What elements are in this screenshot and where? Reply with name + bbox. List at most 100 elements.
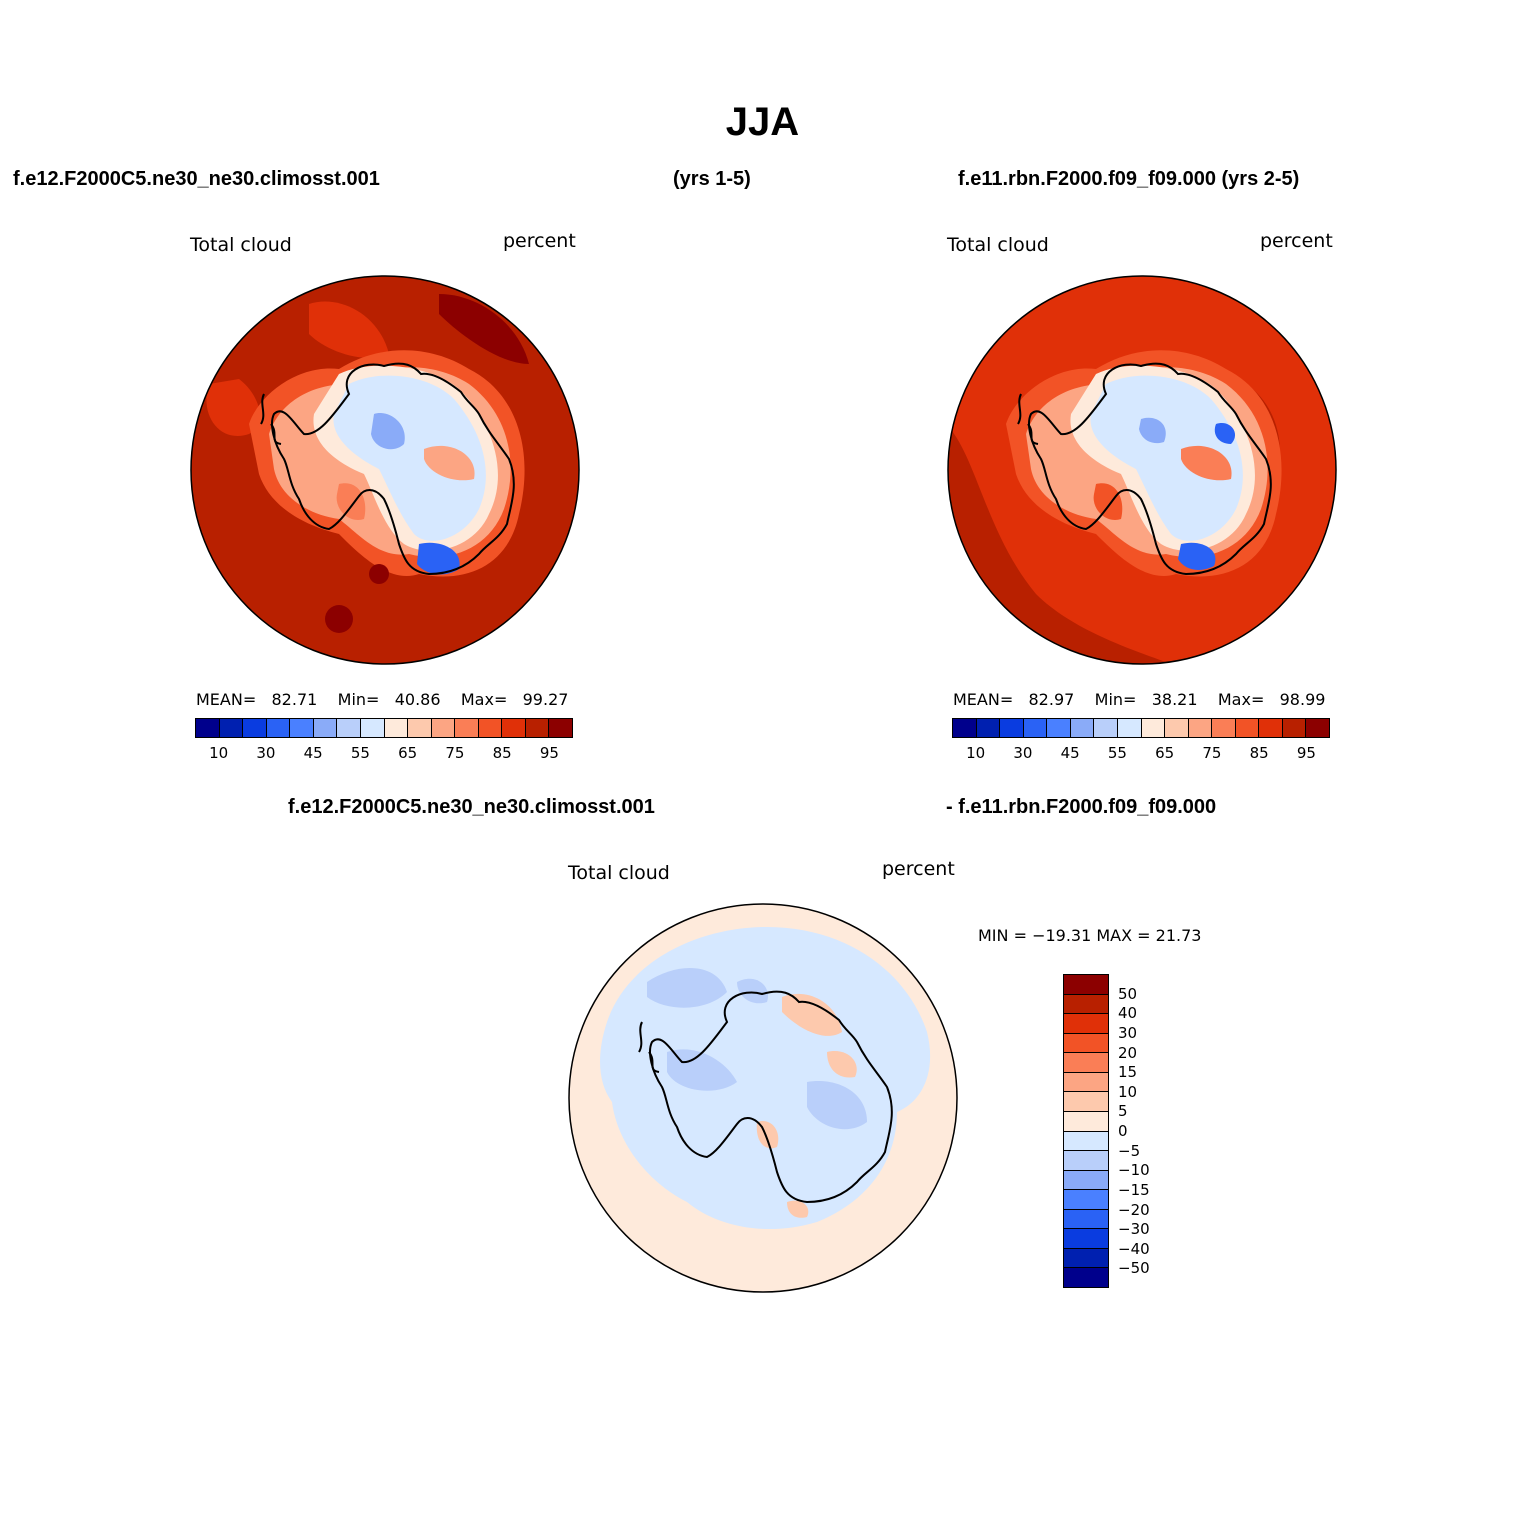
colorbar-tick-label: −50 bbox=[1118, 1259, 1150, 1278]
colorbar-swatch bbox=[1064, 1131, 1108, 1152]
colorbar-tick-label: 20 bbox=[1118, 1043, 1138, 1062]
colorbar-swatch bbox=[525, 719, 550, 737]
colorbar-tick-label: 85 bbox=[1249, 744, 1269, 762]
colorbar-tick-label: 55 bbox=[1107, 744, 1127, 762]
diff-minmax: MIN = −19.31 MAX = 21.73 bbox=[978, 926, 1202, 945]
panel1-min: 40.86 bbox=[394, 690, 441, 709]
colorbar-swatch bbox=[313, 719, 338, 737]
panel2-variable: Total cloud bbox=[947, 234, 1049, 256]
panel1-mean-label: MEAN= bbox=[196, 690, 257, 709]
colorbar-swatch bbox=[1306, 719, 1329, 737]
colorbar-tick-label: −5 bbox=[1118, 1141, 1141, 1160]
colorbar-tick-label: 75 bbox=[1202, 744, 1222, 762]
panel1-units: percent bbox=[503, 230, 576, 252]
colorbar-swatch bbox=[1064, 1014, 1108, 1034]
case2-name-years: f.e11.rbn.F2000.f09_f09.000 (yrs 2-5) bbox=[958, 168, 1300, 190]
colorbar-tick-label: 10 bbox=[209, 744, 229, 762]
colorbar-tick-label: −40 bbox=[1118, 1239, 1150, 1258]
case1-years: (yrs 1-5) bbox=[673, 168, 751, 190]
colorbar-swatch bbox=[384, 719, 409, 737]
colorbar-swatch bbox=[243, 719, 267, 737]
colorbar-swatch bbox=[953, 719, 977, 737]
colorbar-tick-label: 45 bbox=[1060, 744, 1080, 762]
colorbar-tick-label: 45 bbox=[303, 744, 323, 762]
panel2-colorbar bbox=[952, 718, 1330, 738]
colorbar-tick-label: 65 bbox=[398, 744, 418, 762]
panel1-colorbar bbox=[195, 718, 573, 738]
colorbar-swatch bbox=[196, 719, 220, 737]
panel1-map bbox=[190, 275, 580, 665]
diff-case2-name: - f.e11.rbn.F2000.f09_f09.000 bbox=[946, 796, 1217, 818]
colorbar-tick-label: 55 bbox=[350, 744, 370, 762]
colorbar-swatch bbox=[1064, 1072, 1108, 1093]
colorbar-swatch bbox=[478, 719, 503, 737]
colorbar-swatch bbox=[1023, 719, 1048, 737]
panel2-map bbox=[947, 275, 1337, 665]
colorbar-swatch bbox=[266, 719, 291, 737]
colorbar-tick-label: 95 bbox=[539, 744, 559, 762]
colorbar-swatch bbox=[290, 719, 314, 737]
colorbar-swatch bbox=[1188, 719, 1213, 737]
panel1-mean: 82.71 bbox=[271, 690, 318, 709]
panel2-mean-label: MEAN= bbox=[953, 690, 1014, 709]
panel1-min-label: Min= bbox=[337, 690, 380, 709]
panel1-stats: MEAN= 82.71 Min= 40.86 Max= 99.27 bbox=[196, 690, 568, 709]
colorbar-swatch bbox=[1282, 719, 1307, 737]
colorbar-swatch bbox=[502, 719, 526, 737]
panel2-min-label: Min= bbox=[1094, 690, 1137, 709]
panel1-variable: Total cloud bbox=[190, 234, 292, 256]
panel2-mean: 82.97 bbox=[1028, 690, 1075, 709]
panel2-min: 38.21 bbox=[1151, 690, 1198, 709]
colorbar-tick-label: −20 bbox=[1118, 1200, 1150, 1219]
diff-variable: Total cloud bbox=[568, 862, 670, 884]
colorbar-tick-label: 85 bbox=[492, 744, 512, 762]
colorbar-swatch bbox=[1064, 1209, 1108, 1230]
diff-case1-name: f.e12.F2000C5.ne30_ne30.climosst.001 bbox=[288, 796, 655, 818]
colorbar-swatch bbox=[1141, 719, 1166, 737]
colorbar-swatch bbox=[1064, 975, 1108, 995]
colorbar-tick-label: 30 bbox=[256, 744, 276, 762]
colorbar-swatch bbox=[455, 719, 479, 737]
panel2-max: 98.99 bbox=[1279, 690, 1326, 709]
colorbar-tick-label: 95 bbox=[1296, 744, 1316, 762]
colorbar-swatch bbox=[1070, 719, 1095, 737]
figure-title: JJA bbox=[725, 100, 800, 144]
colorbar-swatch bbox=[1000, 719, 1024, 737]
colorbar-tick-label: 15 bbox=[1118, 1063, 1138, 1082]
colorbar-tick-label: 10 bbox=[966, 744, 986, 762]
case1-name: f.e12.F2000C5.ne30_ne30.climosst.001 bbox=[13, 168, 380, 190]
colorbar-swatch bbox=[1064, 994, 1108, 1015]
colorbar-swatch bbox=[1117, 719, 1142, 737]
colorbar-swatch bbox=[1064, 1111, 1108, 1132]
colorbar-tick-label: 5 bbox=[1118, 1102, 1128, 1121]
colorbar-swatch bbox=[337, 719, 361, 737]
colorbar-swatch bbox=[1212, 719, 1236, 737]
panel1-max-label: Max= bbox=[460, 690, 508, 709]
diff-map bbox=[568, 903, 958, 1293]
colorbar-swatch bbox=[976, 719, 1001, 737]
colorbar-swatch bbox=[1094, 719, 1118, 737]
colorbar-swatch bbox=[1165, 719, 1189, 737]
colorbar-swatch bbox=[1064, 1033, 1108, 1054]
panel2-stats: MEAN= 82.97 Min= 38.21 Max= 98.99 bbox=[953, 690, 1325, 709]
colorbar-swatch bbox=[1235, 719, 1260, 737]
colorbar-swatch bbox=[1064, 1229, 1108, 1249]
colorbar-swatch bbox=[431, 719, 456, 737]
panel1-max: 99.27 bbox=[522, 690, 569, 709]
panel2-units: percent bbox=[1260, 230, 1333, 252]
colorbar-swatch bbox=[1064, 1053, 1108, 1073]
colorbar-swatch bbox=[360, 719, 385, 737]
colorbar-swatch bbox=[1064, 1151, 1108, 1171]
diff-units: percent bbox=[882, 858, 955, 880]
colorbar-swatch bbox=[1259, 719, 1283, 737]
colorbar-swatch bbox=[219, 719, 244, 737]
colorbar-tick-label: 50 bbox=[1118, 984, 1138, 1003]
colorbar-tick-label: −15 bbox=[1118, 1180, 1150, 1199]
colorbar-tick-label: 0 bbox=[1118, 1122, 1128, 1140]
colorbar-swatch bbox=[1064, 1268, 1108, 1287]
colorbar-swatch bbox=[549, 719, 572, 737]
colorbar-tick-label: 75 bbox=[445, 744, 465, 762]
colorbar-swatch bbox=[1064, 1190, 1108, 1210]
colorbar-swatch bbox=[1064, 1170, 1108, 1191]
colorbar-tick-label: 65 bbox=[1155, 744, 1175, 762]
